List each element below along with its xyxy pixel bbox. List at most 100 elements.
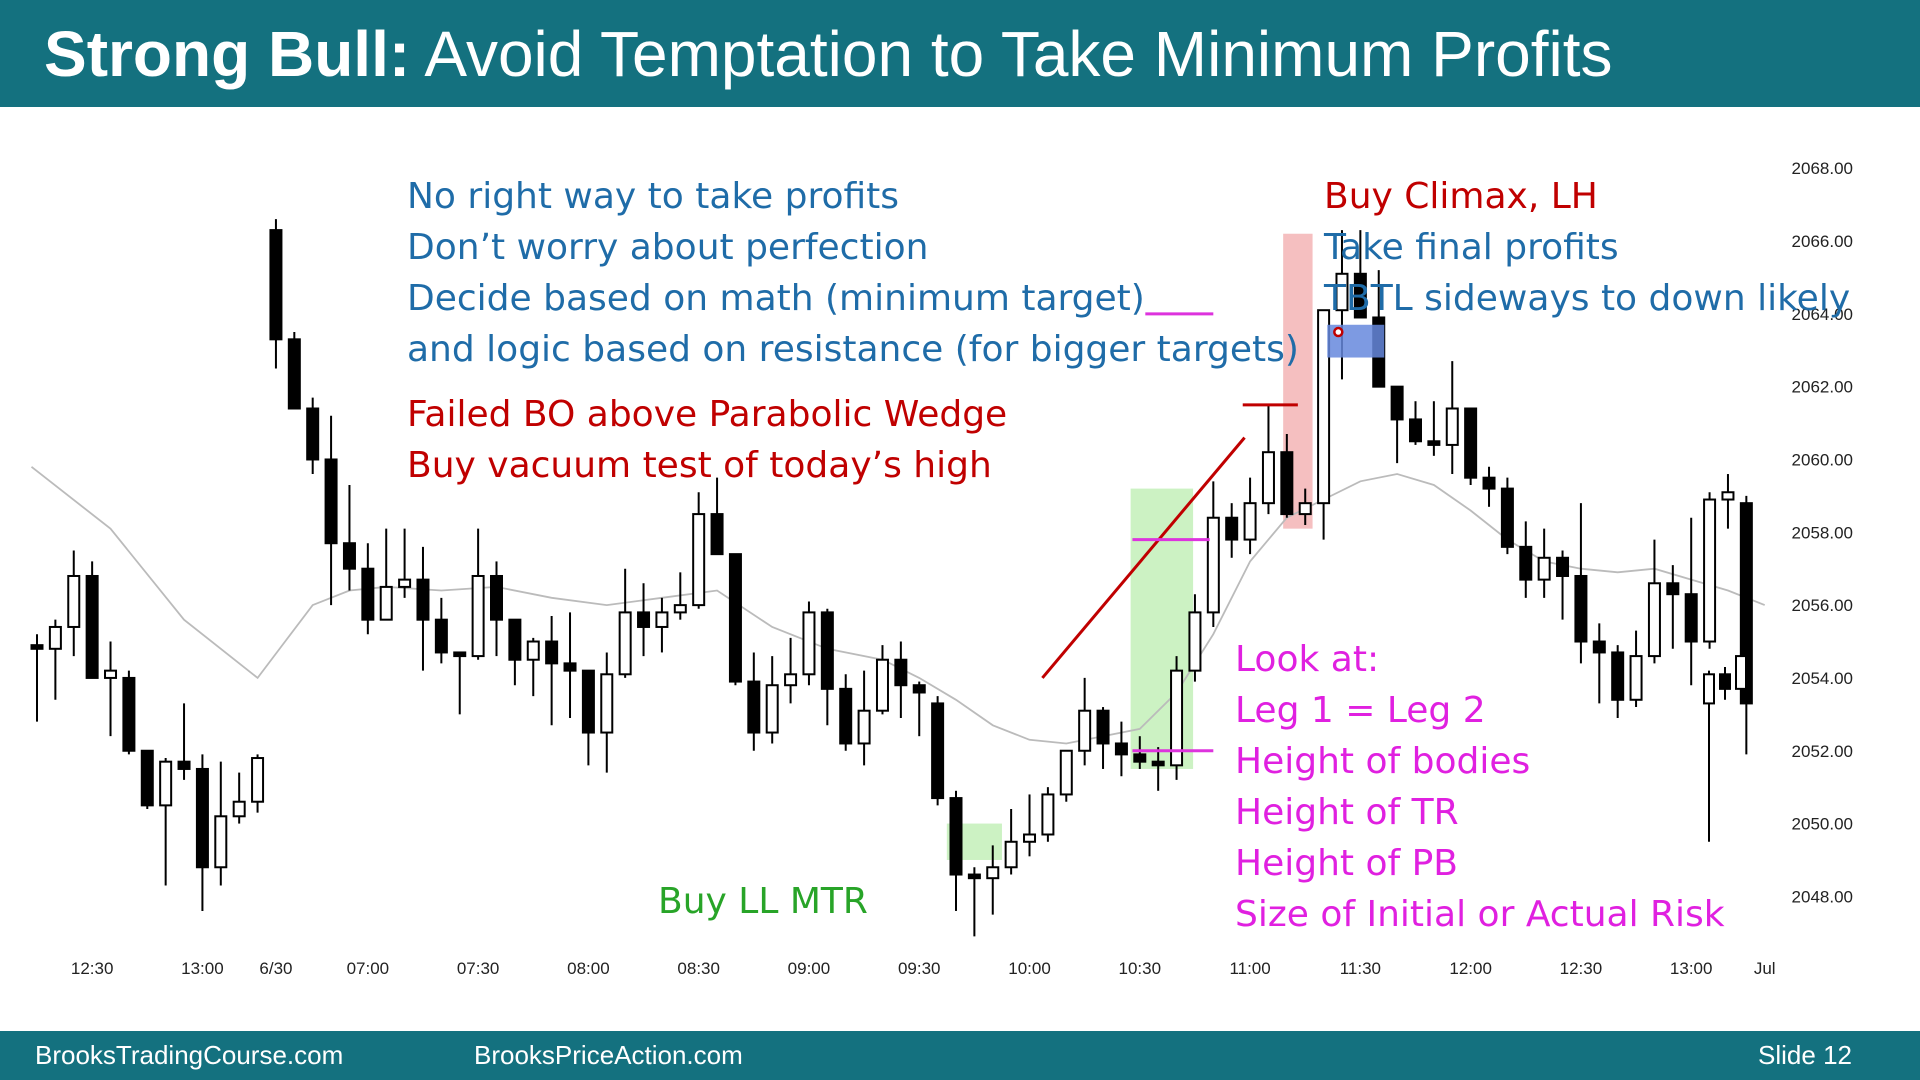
x-tick-label: 07:00 (347, 959, 390, 978)
bear-candle-body (1574, 574, 1588, 643)
note-line: No right way to take profits (407, 176, 900, 217)
bull-candle-body (1721, 491, 1735, 501)
candle (1059, 749, 1073, 802)
candle (545, 616, 559, 726)
note-line: Decide based on math (minimum target) (407, 278, 1145, 319)
bear-candle-body (508, 618, 522, 661)
bull-candle-body (802, 611, 816, 676)
x-tick-label: 09:00 (788, 959, 831, 978)
x-tick-label: 12:30 (71, 959, 114, 978)
x-tick-label: 08:00 (567, 959, 610, 978)
green-highlight (1130, 488, 1194, 769)
bear-candle-body (490, 574, 503, 621)
x-tick-label: 6/30 (259, 959, 292, 978)
candle (1629, 630, 1643, 708)
bull-candle-body (986, 866, 1000, 880)
bear-candle-body (839, 687, 853, 745)
x-tick-label: 13:00 (181, 959, 224, 978)
candle (728, 553, 742, 686)
bull-candle-body (251, 757, 265, 803)
candle (1721, 474, 1735, 529)
slide-title: Strong Bull: Avoid Temptation to Take Mi… (44, 14, 1613, 94)
candle (508, 618, 522, 686)
bear-candle-body (912, 684, 926, 694)
bull-candle-body (471, 574, 485, 658)
x-tick-label: 11:30 (1340, 959, 1381, 978)
bull-candle-body (1735, 655, 1747, 690)
bull-candle-body (765, 684, 779, 734)
bear-candle-body (1500, 487, 1514, 548)
candle (600, 652, 614, 773)
y-tick-label: 2060.00 (1792, 450, 1853, 469)
note-line: TBTL sideways to down likely (1324, 278, 1851, 319)
candle (1170, 656, 1184, 780)
candle (1666, 565, 1680, 649)
x-tick-label: Jul (1754, 959, 1776, 978)
x-tick-label: 12:00 (1449, 959, 1492, 978)
bear-candle-body (1114, 742, 1128, 756)
candle (784, 637, 798, 704)
bear-candle-body (710, 513, 724, 556)
candle (967, 867, 981, 937)
bull-candle-body (692, 513, 706, 607)
bear-candle-body (967, 873, 981, 880)
bear-candle-body (1151, 760, 1165, 767)
note-line: Buy Climax, LH (1324, 176, 1598, 217)
bear-candle-body (342, 542, 356, 570)
note-line: Don’t worry about perfection (407, 227, 929, 268)
bull-candle-body (618, 611, 632, 676)
candle (398, 528, 412, 598)
candle (1280, 433, 1294, 518)
candle (1004, 809, 1018, 875)
bear-candle-body (1592, 640, 1606, 654)
bear-candle-body (1611, 651, 1625, 701)
bull-candle-body (526, 640, 540, 661)
bear-candle-body (85, 574, 99, 679)
candle (1096, 707, 1110, 769)
bull-candle-body (1023, 833, 1037, 843)
candle (618, 568, 632, 678)
red-note-right: Buy Climax, LH (1324, 171, 1598, 222)
bear-candle-body (324, 458, 338, 545)
candle (67, 550, 81, 657)
candle (361, 543, 375, 635)
candle (673, 572, 687, 620)
green-note: Buy LL MTR (658, 876, 868, 927)
bear-candle-body (122, 676, 136, 752)
candle (1206, 481, 1220, 627)
bull-candle-body (1335, 272, 1349, 312)
candle (214, 761, 228, 886)
y-tick-label: 2068.00 (1792, 159, 1853, 178)
note-line: Failed BO above Parabolic Wedge (407, 394, 1008, 435)
bear-candle-body (434, 618, 448, 654)
candle (1703, 492, 1717, 649)
candle (342, 484, 356, 591)
candle (1703, 670, 1715, 842)
candle (747, 652, 761, 751)
candle (269, 219, 283, 369)
y-tick-label: 2050.00 (1792, 815, 1853, 834)
red-notes-left: Failed BO above Parabolic Wedge Buy vacu… (407, 389, 1007, 491)
footer-bar: BrooksTradingCourse.com BrooksPriceActio… (0, 1031, 1920, 1080)
bull-candle-body (1078, 709, 1092, 752)
bull-candle-body (1537, 556, 1551, 581)
bear-candle-body (269, 229, 283, 341)
bear-candle-body (1519, 545, 1533, 581)
note-line: Buy vacuum test of today’s high (407, 445, 992, 486)
candle (1133, 736, 1147, 769)
bear-candle-body (747, 680, 761, 734)
candle (949, 790, 963, 911)
blue-notes-right: Take final profits TBTL sideways to down… (1324, 222, 1850, 324)
bull-candle-body (1059, 749, 1073, 796)
candles-layer (30, 219, 1753, 937)
candle (85, 561, 99, 679)
magenta-notes: Look at: Leg 1 = Leg 2 Height of bodies … (1235, 634, 1725, 940)
x-tick-label: 07:30 (457, 959, 500, 978)
candle (563, 612, 577, 718)
candle (1735, 641, 1747, 697)
x-tick-label: 11:00 (1229, 959, 1270, 978)
bear-candle-body (416, 578, 430, 621)
bear-candle-body (195, 767, 209, 869)
candle (490, 561, 503, 657)
bear-candle-body (637, 611, 651, 628)
